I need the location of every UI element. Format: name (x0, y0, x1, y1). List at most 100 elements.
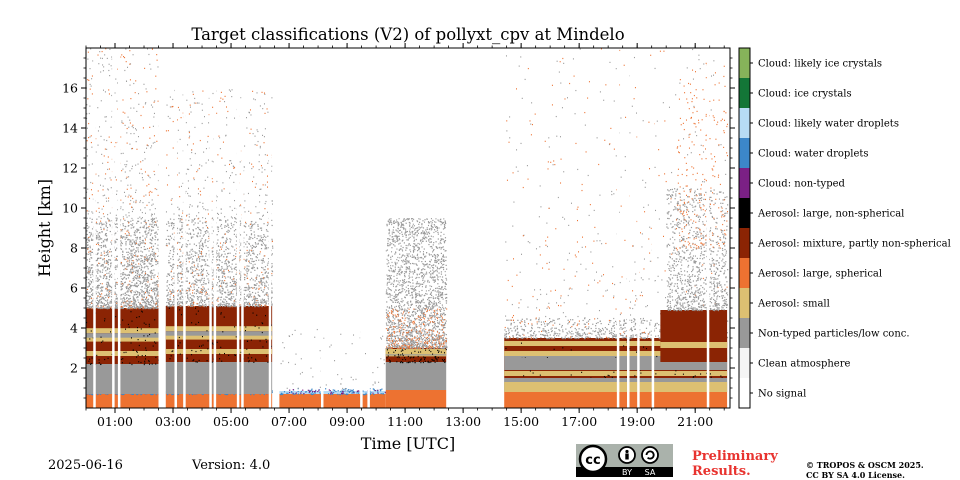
heatmap-cell (177, 279, 179, 281)
heatmap-cell (131, 217, 133, 220)
heatmap-cell (92, 307, 94, 310)
heatmap-cell (255, 288, 257, 290)
heatmap-cell (194, 305, 196, 308)
heatmap-cell (235, 244, 237, 246)
heatmap-cell (180, 117, 182, 119)
heatmap-cell (225, 304, 228, 306)
heatmap-cell (90, 141, 92, 144)
heatmap-cell (111, 286, 113, 288)
heatmap-cell (125, 258, 127, 261)
heatmap-cell (211, 200, 213, 202)
heatmap-cell (102, 296, 104, 298)
heatmap-cell (97, 278, 99, 280)
heatmap-cell (369, 388, 371, 390)
heatmap-cell (202, 283, 204, 285)
heatmap-cell (245, 301, 247, 303)
heatmap-cell (141, 285, 143, 288)
heatmap-cell (104, 116, 106, 118)
heatmap-cell (135, 191, 137, 194)
heatmap-cell (149, 363, 151, 365)
heatmap-cell (345, 390, 347, 392)
heatmap-cell (131, 210, 133, 213)
heatmap-cell (91, 267, 93, 269)
heatmap-cell (202, 393, 204, 396)
heatmap-cell (130, 250, 132, 252)
heatmap-cell (199, 139, 201, 142)
heatmap-cell (223, 188, 225, 190)
heatmap-cell (266, 281, 268, 284)
heatmap-cell (295, 353, 297, 355)
heatmap-cell (95, 277, 97, 279)
heatmap-cell (122, 307, 125, 310)
heatmap-cell (231, 284, 233, 286)
heatmap-cell (148, 360, 150, 363)
heatmap-cell (243, 258, 245, 260)
heatmap-cell (114, 145, 116, 148)
heatmap-cell (86, 336, 159, 342)
heatmap-cell (250, 271, 252, 273)
heatmap-cell (125, 305, 127, 307)
heatmap-cell (87, 51, 89, 53)
heatmap-cell (104, 275, 106, 277)
heatmap-cell (121, 285, 124, 287)
heatmap-cell (151, 363, 153, 365)
heatmap-cell (145, 222, 147, 224)
heatmap-cell (99, 126, 101, 128)
heatmap-cell (110, 179, 112, 181)
heatmap-cell (135, 271, 137, 274)
heatmap-cell (218, 259, 220, 261)
heatmap-cell (190, 268, 192, 270)
heatmap-cell (252, 90, 254, 92)
heatmap-cell (225, 286, 227, 288)
heatmap-cell (247, 283, 249, 285)
heatmap-cell (176, 174, 178, 176)
heatmap-cell (141, 274, 143, 277)
heatmap-cell (169, 252, 171, 254)
heatmap-cell (149, 256, 151, 259)
heatmap-cell (226, 264, 228, 266)
heatmap-cell (247, 268, 249, 270)
heatmap-cell (132, 277, 134, 280)
heatmap-cell (197, 206, 199, 208)
heatmap-cell (181, 289, 183, 291)
heatmap-cell (122, 111, 124, 113)
heatmap-cell (100, 228, 102, 230)
heatmap-cell (193, 218, 195, 221)
heatmap-cell (440, 351, 442, 353)
heatmap-cell (263, 244, 266, 246)
heatmap-cell (143, 277, 145, 279)
heatmap-cell (138, 258, 140, 260)
heatmap-cell (153, 251, 155, 253)
heatmap-cell (133, 226, 135, 228)
heatmap-cell (227, 229, 229, 231)
heatmap-cell (258, 285, 260, 287)
heatmap-cell (148, 194, 150, 196)
heatmap-cell (88, 278, 90, 281)
heatmap-cell (91, 294, 93, 296)
heatmap-cell (198, 242, 200, 244)
heatmap-cell (151, 258, 153, 260)
heatmap-cell (230, 299, 232, 301)
heatmap-cell (231, 89, 233, 91)
heatmap-cell (91, 289, 93, 291)
heatmap-cell (248, 265, 250, 267)
heatmap-cell (428, 349, 430, 351)
heatmap-cell (218, 285, 221, 287)
heatmap-cell (115, 266, 117, 268)
heatmap-cell (412, 361, 414, 363)
heatmap-cell (234, 305, 236, 307)
heatmap-cell (132, 296, 134, 298)
heatmap-cell (188, 216, 190, 218)
heatmap-cell (314, 336, 316, 338)
heatmap-cell (264, 208, 266, 210)
heatmap-cell (246, 258, 248, 260)
heatmap-cell (191, 151, 193, 154)
heatmap-cell (191, 205, 193, 207)
heatmap-cell (176, 119, 178, 121)
heatmap-cell (417, 355, 419, 358)
heatmap-cell (178, 272, 180, 275)
heatmap-cell (124, 124, 126, 126)
heatmap-cell (233, 276, 235, 278)
heatmap-cell (385, 349, 447, 355)
heatmap-cell (182, 94, 184, 96)
